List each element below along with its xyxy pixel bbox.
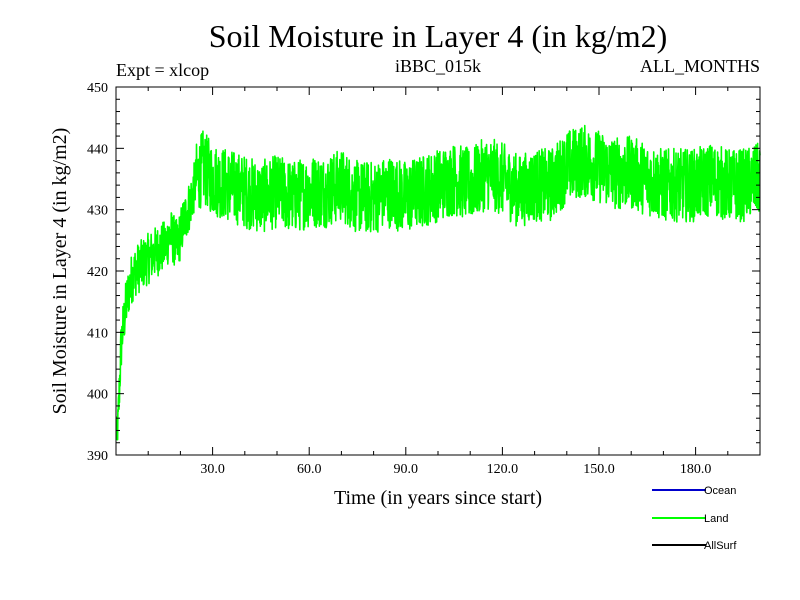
x-tick-label: 120.0	[487, 462, 519, 477]
y-tick-label: 430	[87, 204, 108, 219]
y-tick-label: 390	[87, 449, 108, 464]
x-tick-label: 30.0	[200, 462, 225, 477]
legend: Ocean Land AllSurf	[652, 485, 737, 552]
y-tick-label: 420	[87, 265, 108, 280]
tick-layer: 30.0 60.0 90.0 120.0 150.0 180.0 390 400 410 420 4…	[87, 81, 760, 477]
legend-label-ocean: Ocean	[704, 485, 736, 497]
experiment-label: Expt = xlcop	[116, 60, 209, 80]
x-axis-label: Time (in years since start)	[334, 487, 542, 509]
y-axis-label: Soil Moisture in Layer 4 (in kg/m2)	[49, 128, 71, 415]
line-layer	[115, 124, 761, 441]
plot-area	[116, 87, 760, 455]
y-tick-label: 450	[87, 81, 108, 96]
series-line-land	[115, 124, 761, 441]
y-tick-label: 410	[87, 326, 108, 341]
chart-title: Soil Moisture in Layer 4 (in kg/m2)	[209, 18, 668, 54]
months-label: ALL_MONTHS	[640, 56, 760, 76]
x-tick-label: 90.0	[394, 462, 419, 477]
run-label: iBBC_015k	[395, 56, 481, 76]
x-tick-label: 150.0	[583, 462, 615, 477]
y-tick-label: 400	[87, 388, 108, 403]
x-tick-label: 180.0	[680, 462, 712, 477]
legend-label-allsurf: AllSurf	[704, 540, 737, 552]
legend-label-land: Land	[704, 513, 728, 525]
x-tick-label: 60.0	[297, 462, 322, 477]
y-tick-label: 440	[87, 142, 108, 157]
